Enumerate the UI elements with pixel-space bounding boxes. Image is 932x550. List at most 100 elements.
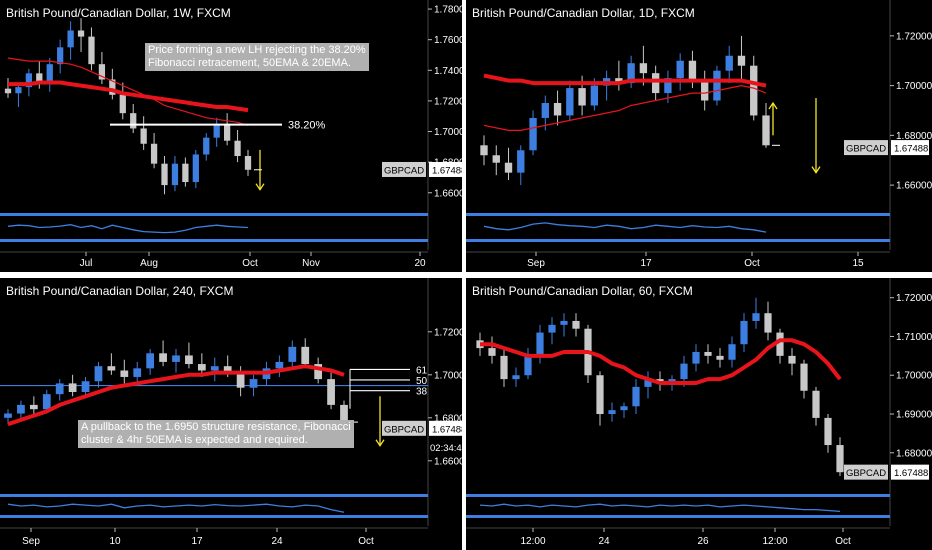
candle-body [524,355,532,376]
candle-body [764,313,772,333]
candle-body [632,386,640,407]
y-tick-label: 1.69000 [896,410,932,421]
candle-body [578,88,586,106]
candle-body [750,65,758,116]
y-tick-label: 1.78000 [434,5,462,16]
y-tick-label: 1.72000 [896,31,932,42]
candle-body [553,103,562,116]
chart-canvas[interactable]: 1.780001.760001.740001.720001.700001.680… [0,0,462,272]
candle-body [651,73,660,94]
oscillator-upper-band [0,494,428,497]
candle-body [740,320,748,345]
candle-body [517,150,525,173]
candle-body [836,445,844,473]
candle-body [500,355,508,380]
arrow-head [375,439,385,447]
price-badge [891,140,929,156]
y-tick-label: 1.66000 [434,188,462,199]
arrow-head [255,183,265,191]
symbol-badge-label: GBPCAD [384,165,424,176]
candle-body [17,404,25,414]
candle-body [224,123,231,141]
candle-body [776,332,784,356]
y-tick-label: 1.76000 [434,35,462,46]
candle-body [210,366,219,371]
x-tick-label: 17 [640,258,652,269]
oscillator-lower-band [466,515,890,518]
candle-body [488,348,496,356]
candle-body [639,63,648,74]
candle-body [752,313,760,321]
candle-body [615,78,623,84]
candle-body [25,73,32,88]
y-tick-label: 1.70000 [434,127,462,138]
y-tick-label: 1.70000 [434,370,462,381]
chart-panel-240[interactable]: 1.72000 1.70000 1.68000 1.66000 Sep 10 17 24 Oct… [0,278,462,550]
candle-body [596,375,604,415]
candle-body [42,394,51,410]
candle-body [512,375,520,380]
candle-body [716,355,724,360]
arrow-head [768,101,778,110]
candle-body [161,163,168,186]
y-tick-label: 1.68000 [896,448,932,459]
symbol-badge-label: GBPCAD [846,144,886,155]
oscillator-upper-band [466,494,890,497]
candle-body [36,73,43,85]
x-tick-label: 12:00 [520,536,545,547]
chart-title: British Pound/Canadian Dollar, 60, FXCM [472,284,693,298]
y-tick-label: 1.70000 [896,371,932,382]
current-price-label: 1.67488 [894,468,928,479]
candle-body [81,381,90,392]
oscillator-upper-band [466,213,890,216]
price-badge [429,161,462,177]
candle-body [57,47,64,65]
candle-body [159,353,167,362]
candle-body [185,355,193,365]
x-tick-label: 20 [414,258,426,269]
oscillator-line [479,503,841,513]
candle-body [244,156,252,170]
candle-body [492,155,500,163]
x-tick-label: Sep [527,258,545,269]
chart-canvas[interactable]: 1.72000 1.70000 1.68000 1.66000 Sep 17 Oct 15 GB… [466,0,932,272]
candle-body [788,355,796,364]
candle-body [728,344,736,360]
y-tick-label: 1.66000 [434,456,462,467]
candle-body [203,137,210,155]
chart-canvas[interactable]: 1.72000 1.70000 1.68000 1.66000 Sep 10 17 24 Oct… [0,278,462,550]
x-tick-label: 17 [191,536,203,547]
candle-body [192,154,199,183]
candle-body [725,55,733,71]
oscillator-lower-band [466,239,890,242]
candle-body [680,363,688,380]
chart-title: British Pound/Canadian Dollar, 1W, FXCM [6,6,231,20]
symbol-badge [382,420,426,436]
price-badge [429,420,462,436]
candle-body [737,55,746,66]
y-tick-label: 1.74000 [434,66,462,77]
candle-body [340,404,348,423]
chart-title: British Pound/Canadian Dollar, 1D, FXCM [472,6,695,20]
chart-panel-1w[interactable]: 1.780001.760001.740001.720001.700001.680… [0,0,462,272]
x-tick-label: Sep [22,536,40,547]
candle-body [288,346,297,362]
x-tick-label: 26 [697,536,709,547]
candle-body [77,30,85,37]
candle-body [4,413,12,418]
candle-body [275,361,284,369]
candle-body [236,372,245,388]
candle-body [704,351,712,356]
x-tick-label: 24 [271,536,283,547]
chart-canvas[interactable]: 1.72000 1.71000 1.70000 1.69000 1.68000 12:00… [466,278,932,550]
oscillator-line [7,503,345,513]
fib-level-label: 38.20% [288,120,326,132]
x-tick-label: Oct [744,258,760,269]
candle-body [536,332,544,356]
chart-panel-1d[interactable]: 1.72000 1.70000 1.68000 1.66000 Sep 17 Oct 15 GB… [466,0,932,272]
symbol-badge [382,161,426,177]
ema50-line [7,364,345,427]
candle-body [171,163,179,186]
chart-panel-60[interactable]: 1.72000 1.71000 1.70000 1.69000 1.68000 12:00… [466,278,932,550]
candle-body [109,79,116,95]
